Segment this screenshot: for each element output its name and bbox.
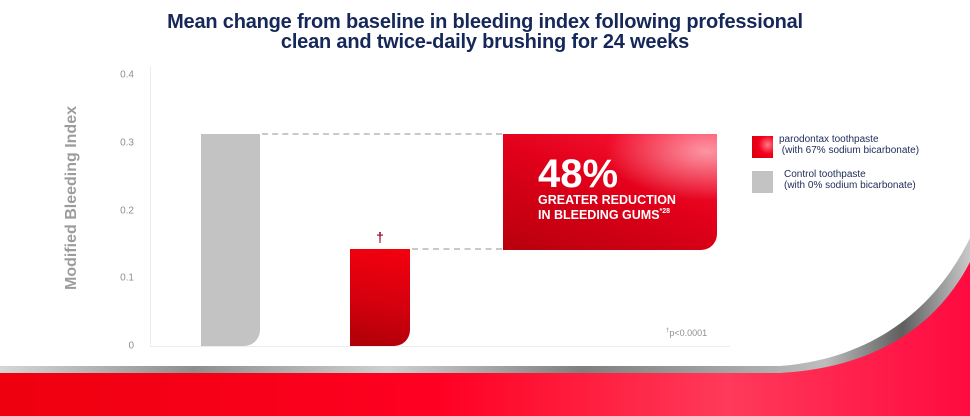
chart-title: Mean change from baseline in bleeding in… xyxy=(0,12,970,52)
y-tick-0.2: 0.2 xyxy=(120,205,134,217)
legend-label-parodontax-line1: parodontax toothpaste xyxy=(779,134,879,145)
callout-line2: IN BLEEDING GUMS*28 xyxy=(538,208,670,222)
legend-label-parodontax: parodontax toothpaste (with 67% sodium b… xyxy=(779,134,919,156)
footnote-text: p<0.0001 xyxy=(669,328,708,338)
x-axis-line xyxy=(150,346,730,347)
chart-title-line2: clean and twice-daily brushing for 24 we… xyxy=(280,31,690,53)
footnote-dagger: † xyxy=(666,328,670,334)
callout-percent: 48% xyxy=(538,152,619,196)
legend-swatch-parodontax xyxy=(752,136,773,158)
parodontax-level-dashed-line xyxy=(412,248,502,250)
y-tick-0.1: 0.1 xyxy=(120,272,134,284)
y-tick-0.3: 0.3 xyxy=(120,137,134,149)
chart-title-line1: Mean change from baseline in bleeding in… xyxy=(167,11,803,33)
legend-label-control-line1: Control toothpaste xyxy=(784,169,866,180)
y-tick-0: 0 xyxy=(128,340,134,352)
reduction-callout: 48% GREATER REDUCTION IN BLEEDING GUMS*2… xyxy=(503,134,717,250)
control-level-dashed-line xyxy=(262,133,502,135)
bar-control-toothpaste[interactable] xyxy=(201,134,260,346)
callout-line2-text: IN BLEEDING GUMS xyxy=(538,208,660,222)
legend-label-control-line2: (with 0% sodium bicarbonate) xyxy=(784,180,916,191)
callout-line1: GREATER REDUCTION xyxy=(538,193,676,207)
p-value-footnote: †p<0.0001 xyxy=(666,328,707,338)
legend-label-control: Control toothpaste (with 0% sodium bicar… xyxy=(784,169,916,191)
callout-superscript: *28 xyxy=(659,208,671,215)
y-tick-0.4: 0.4 xyxy=(120,69,134,81)
bar-parodontax-toothpaste[interactable] xyxy=(350,249,410,346)
legend-swatch-control xyxy=(752,171,773,193)
y-axis-line xyxy=(150,66,151,347)
legend-label-parodontax-line2: (with 67% sodium bicarbonate) xyxy=(779,145,920,156)
significance-dagger: † xyxy=(376,229,384,245)
y-axis-label: Modified Bleeding Index xyxy=(63,105,80,291)
